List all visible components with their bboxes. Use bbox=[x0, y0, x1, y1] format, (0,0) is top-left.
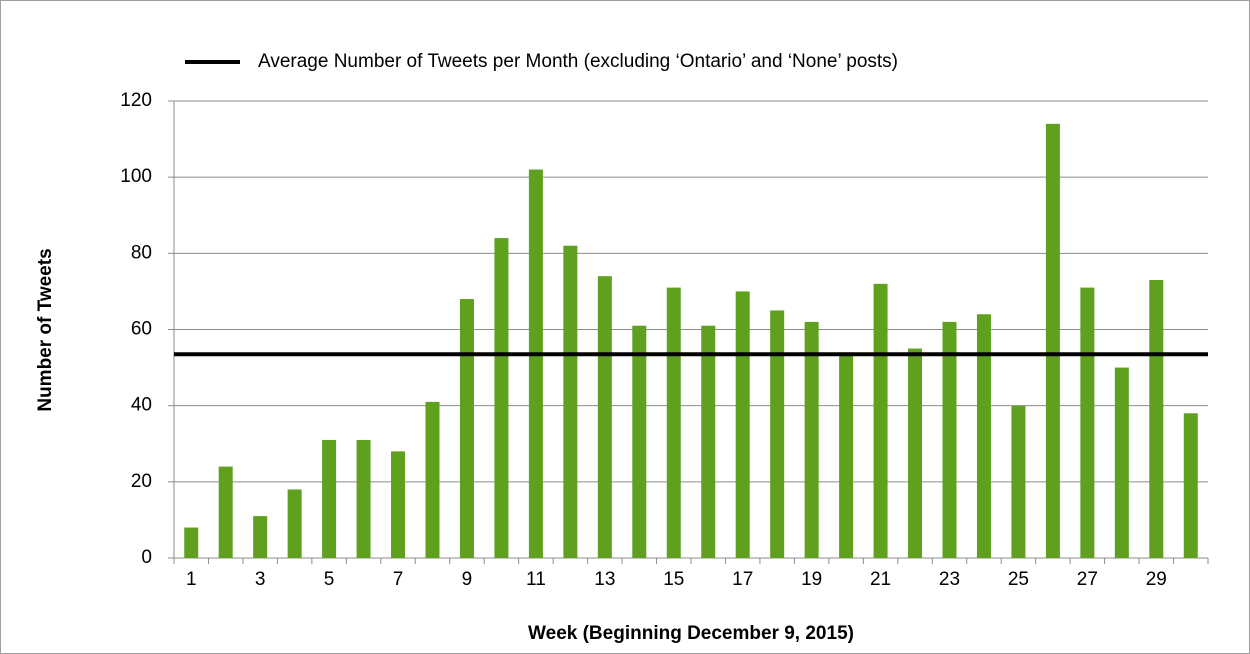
x-tick-label: 15 bbox=[663, 569, 684, 590]
bar bbox=[804, 321, 819, 558]
bar bbox=[1183, 413, 1198, 558]
bar bbox=[597, 276, 612, 558]
x-tick-label: 11 bbox=[526, 569, 546, 590]
x-tick-label: 29 bbox=[1146, 569, 1167, 590]
bar bbox=[563, 245, 578, 558]
bar bbox=[873, 283, 888, 558]
bar bbox=[494, 238, 509, 558]
y-tick-label: 80 bbox=[131, 242, 152, 263]
bar bbox=[218, 466, 233, 558]
x-tick-label: 5 bbox=[324, 569, 335, 590]
y-tick-label: 120 bbox=[120, 90, 152, 111]
x-tick-label: 25 bbox=[1008, 569, 1029, 590]
bar bbox=[391, 451, 406, 558]
bar bbox=[839, 352, 854, 558]
y-tick-label: 20 bbox=[131, 471, 152, 492]
bar bbox=[735, 291, 750, 558]
bar bbox=[287, 489, 302, 558]
x-tick-label: 7 bbox=[393, 569, 404, 590]
y-tick-label: 0 bbox=[141, 547, 152, 568]
x-tick-label: 23 bbox=[939, 569, 960, 590]
bar bbox=[1011, 405, 1026, 558]
bar bbox=[322, 439, 337, 558]
bar bbox=[942, 321, 957, 558]
bar bbox=[253, 516, 268, 558]
x-tick-label: 1 bbox=[186, 569, 197, 590]
bar bbox=[425, 401, 440, 558]
x-tick-label: 27 bbox=[1077, 569, 1098, 590]
bar bbox=[356, 439, 371, 558]
bar bbox=[1149, 279, 1164, 558]
bar bbox=[908, 348, 923, 558]
bar bbox=[701, 325, 716, 558]
bar bbox=[770, 310, 785, 558]
x-tick-label: 17 bbox=[732, 569, 753, 590]
y-tick-label: 100 bbox=[120, 166, 152, 187]
y-tick-label: 40 bbox=[131, 395, 152, 416]
bar bbox=[632, 325, 647, 558]
y-tick-label: 60 bbox=[131, 319, 152, 340]
x-tick-label: 19 bbox=[801, 569, 822, 590]
bar bbox=[976, 314, 991, 558]
x-axis-title: Week (Beginning December 9, 2015) bbox=[528, 623, 854, 644]
bar bbox=[528, 169, 543, 559]
bar bbox=[666, 287, 681, 558]
x-tick-label: 21 bbox=[870, 569, 891, 590]
bar bbox=[1045, 123, 1060, 558]
y-axis-title: Number of Tweets bbox=[35, 248, 56, 411]
bar bbox=[184, 527, 199, 558]
x-tick-label: 9 bbox=[462, 569, 473, 590]
legend-label: Average Number of Tweets per Month (excl… bbox=[258, 51, 898, 72]
bar bbox=[1114, 367, 1129, 558]
bar bbox=[1080, 287, 1095, 558]
x-tick-label: 13 bbox=[594, 569, 615, 590]
bar bbox=[459, 299, 474, 558]
x-tick-label: 3 bbox=[255, 569, 266, 590]
